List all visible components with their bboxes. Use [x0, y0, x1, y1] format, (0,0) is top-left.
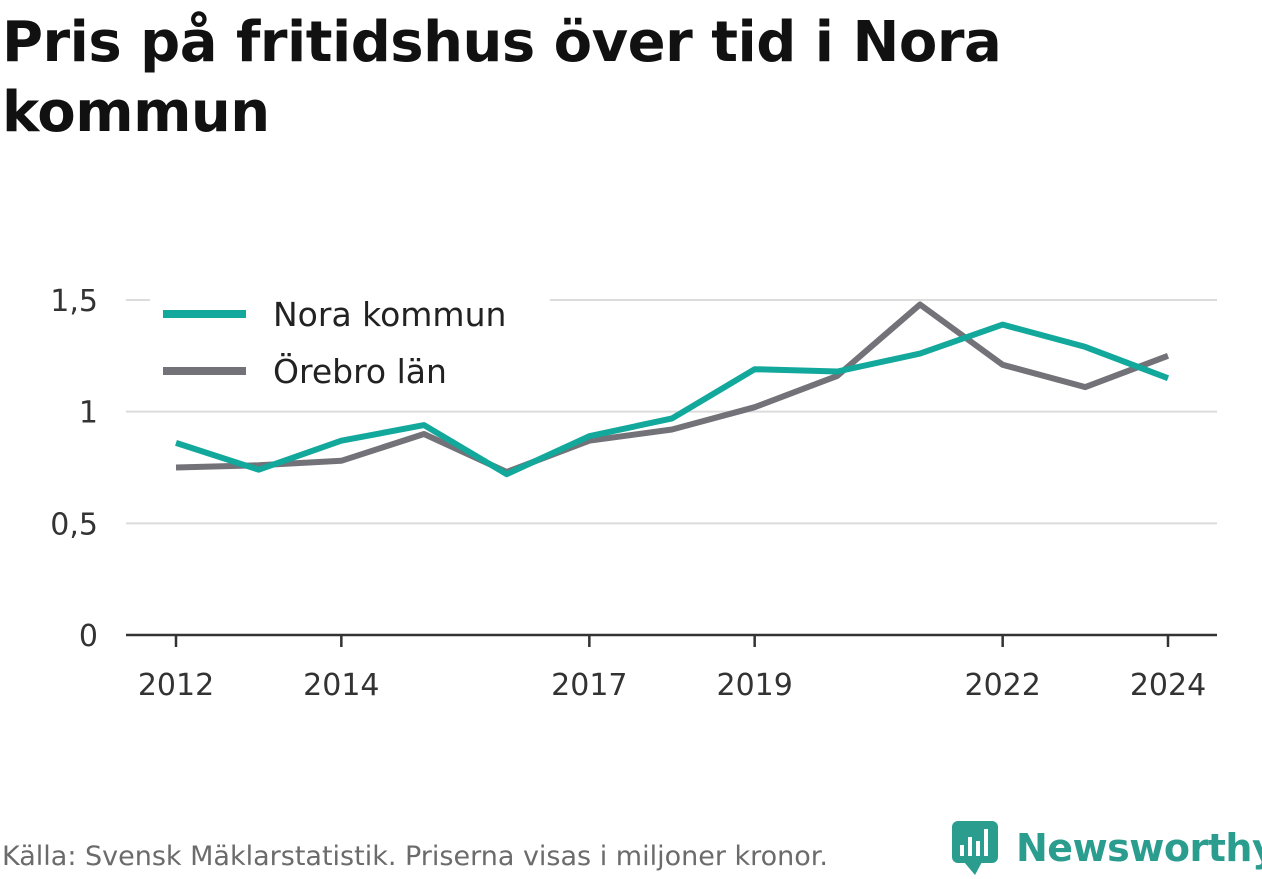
legend: Nora kommun Örebro län — [150, 290, 550, 395]
x-tick-label: 2022 — [964, 668, 1040, 703]
x-tick-label: 2024 — [1130, 668, 1206, 703]
newsworthy-logo-icon — [952, 821, 998, 875]
axes: 0 0,5 1 1,5 2012 2014 2017 2019 2022 2024 — [50, 284, 1217, 703]
x-tick-label: 2019 — [716, 668, 792, 703]
brand-name: Newsworthy — [1016, 826, 1262, 870]
y-tick-label: 1,5 — [50, 284, 98, 319]
series-line — [175, 321, 1170, 478]
chart-title: Pris på fritidshus över tid i Nora kommu… — [2, 10, 1002, 145]
legend-label: Örebro län — [273, 351, 447, 391]
x-tick-label: 2012 — [138, 668, 214, 703]
series-lines — [175, 301, 1170, 478]
series-line — [175, 301, 1170, 475]
x-tick-label: 2017 — [551, 668, 627, 703]
y-tick-label: 1 — [79, 396, 98, 431]
legend-label: Nora kommun — [273, 295, 506, 334]
source-note: Källa: Svensk Mäklarstatistik. Priserna … — [2, 841, 829, 872]
y-tick-label: 0 — [79, 619, 98, 654]
x-tick-label: 2014 — [303, 668, 379, 703]
y-tick-label: 0,5 — [50, 507, 98, 542]
brand-logo: Newsworthy — [950, 818, 1262, 878]
